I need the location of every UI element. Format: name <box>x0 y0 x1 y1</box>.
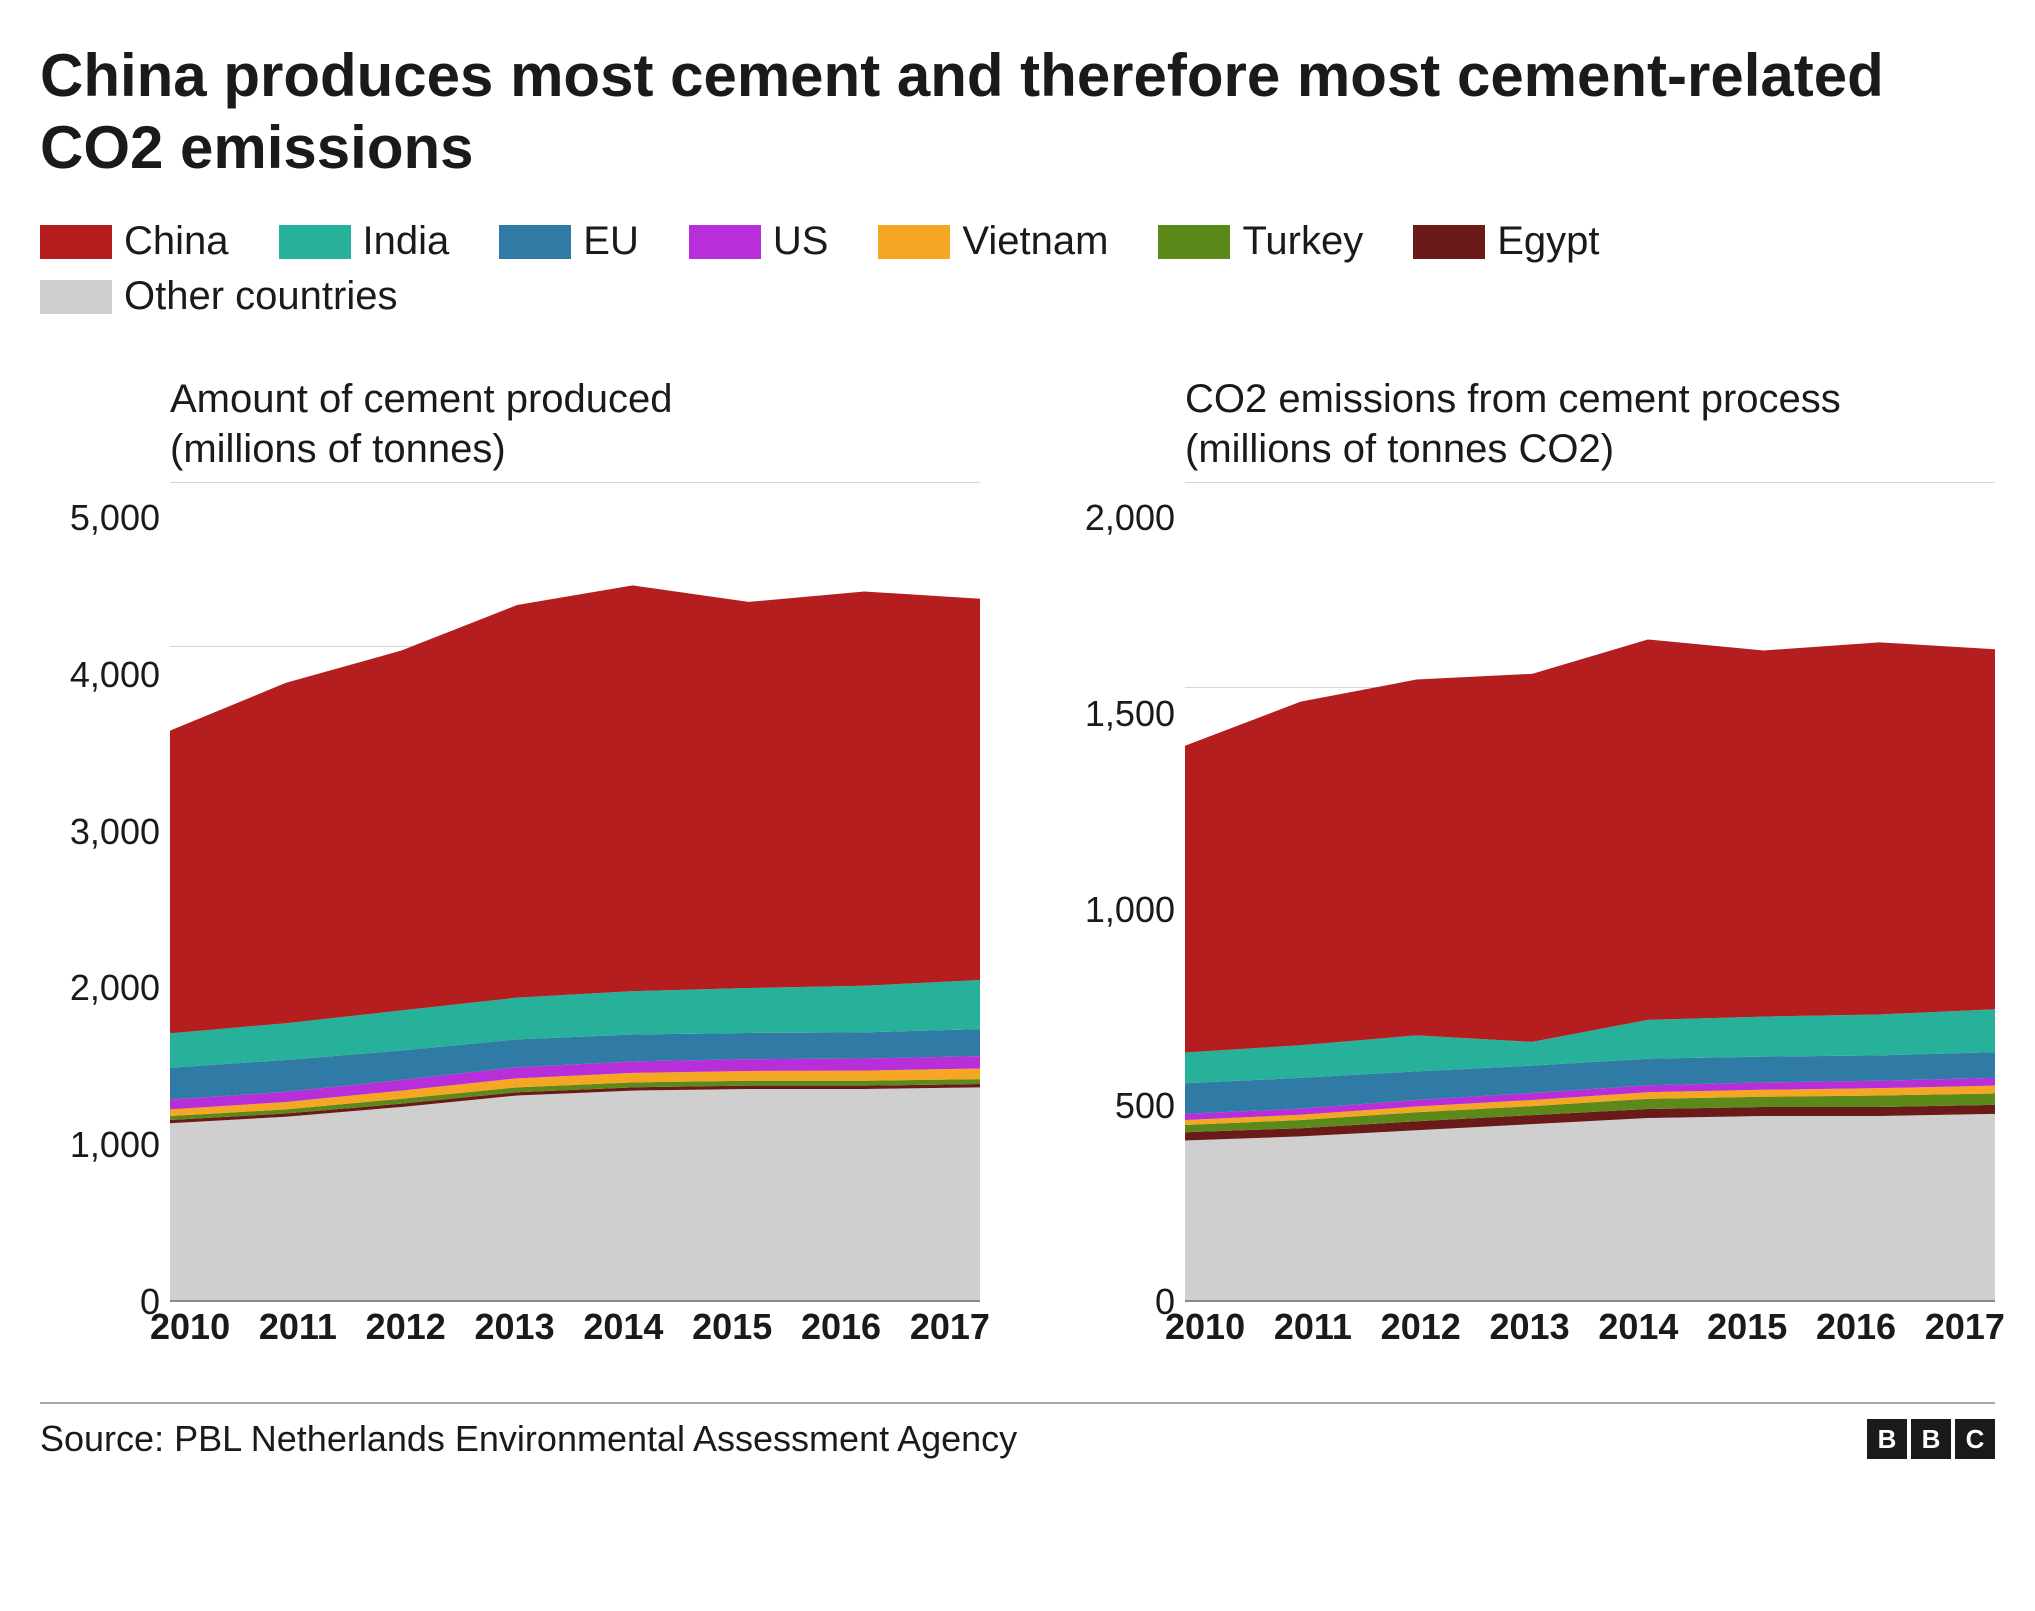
y-tick-label: 1,000 <box>70 1127 160 1163</box>
legend-swatch <box>1413 225 1485 259</box>
x-tick-label: 2017 <box>1925 1302 2005 1352</box>
area-layer <box>1185 639 1995 1052</box>
legend-item: Other countries <box>40 274 397 319</box>
legend-item: China <box>40 219 229 264</box>
x-tick-label: 2010 <box>150 1302 230 1352</box>
legend-swatch <box>40 225 112 259</box>
legend-item: Turkey <box>1158 219 1363 264</box>
source-text: Source: PBL Netherlands Environmental As… <box>40 1418 1017 1460</box>
legend-item: EU <box>499 219 639 264</box>
plot-production <box>170 482 980 1302</box>
y-tick-label: 3,000 <box>70 814 160 850</box>
x-tick-label: 2010 <box>1165 1302 1245 1352</box>
legend-label: India <box>363 219 450 264</box>
area-layer <box>170 585 980 1033</box>
x-tick-label: 2012 <box>1381 1302 1461 1352</box>
subtitle-line1: Amount of cement produced <box>170 377 673 421</box>
y-tick-label: 500 <box>1115 1088 1175 1124</box>
area-svg-production <box>170 482 980 1300</box>
legend-label: Egypt <box>1497 219 1599 264</box>
subtitle-line2: (millions of tonnes CO2) <box>1185 427 1614 471</box>
chart-panel-emissions: CO2 emissions from cement process (milli… <box>1055 374 1995 1352</box>
bbc-box: C <box>1955 1419 1995 1459</box>
legend-label: Vietnam <box>962 219 1108 264</box>
x-tick-label: 2012 <box>366 1302 446 1352</box>
y-axis-emissions: 2,0001,5001,0005000 <box>1055 482 1175 1302</box>
x-tick-label: 2013 <box>475 1302 555 1352</box>
x-tick-label: 2016 <box>1816 1302 1896 1352</box>
subtitle-line2: (millions of tonnes) <box>170 427 506 471</box>
legend-swatch <box>40 280 112 314</box>
legend: China India EU US Vietnam Turkey Egypt Other co… <box>40 219 1995 319</box>
x-axis-emissions: 20102011201220132014201520162017 <box>1185 1302 1995 1352</box>
subtitle-production: Amount of cement produced (millions of t… <box>170 374 980 474</box>
subtitle-emissions: CO2 emissions from cement process (milli… <box>1185 374 1995 474</box>
bbc-box: B <box>1867 1419 1907 1459</box>
y-tick-label: 5,000 <box>70 500 160 536</box>
legend-swatch <box>499 225 571 259</box>
bbc-box: B <box>1911 1419 1951 1459</box>
legend-swatch <box>878 225 950 259</box>
bbc-logo: BBC <box>1867 1419 1995 1459</box>
legend-swatch <box>689 225 761 259</box>
x-tick-label: 2014 <box>1598 1302 1678 1352</box>
chart-area-production: 5,0004,0003,0002,0001,0000 2010201120122… <box>40 482 980 1352</box>
charts-row: Amount of cement produced (millions of t… <box>40 374 1995 1352</box>
x-tick-label: 2016 <box>801 1302 881 1352</box>
x-tick-label: 2011 <box>259 1302 337 1352</box>
legend-item: Egypt <box>1413 219 1599 264</box>
chart-area-emissions: 2,0001,5001,0005000 20102011201220132014… <box>1055 482 1995 1352</box>
x-tick-label: 2013 <box>1490 1302 1570 1352</box>
chart-title: China produces most cement and therefore… <box>40 40 1995 184</box>
legend-label: Other countries <box>124 274 397 319</box>
x-tick-label: 2015 <box>1707 1302 1787 1352</box>
x-tick-label: 2015 <box>692 1302 772 1352</box>
legend-label: EU <box>583 219 639 264</box>
legend-label: Turkey <box>1242 219 1363 264</box>
x-tick-label: 2014 <box>583 1302 663 1352</box>
y-tick-label: 2,000 <box>1085 500 1175 536</box>
legend-swatch <box>279 225 351 259</box>
legend-item: Vietnam <box>878 219 1108 264</box>
legend-label: US <box>773 219 829 264</box>
legend-item: India <box>279 219 450 264</box>
chart-panel-production: Amount of cement produced (millions of t… <box>40 374 980 1352</box>
chart-container: China produces most cement and therefore… <box>40 40 1995 1460</box>
area-layer <box>1185 1114 1995 1300</box>
legend-item: US <box>689 219 829 264</box>
legend-label: China <box>124 219 229 264</box>
x-tick-label: 2011 <box>1274 1302 1352 1352</box>
subtitle-line1: CO2 emissions from cement process <box>1185 377 1841 421</box>
y-axis-production: 5,0004,0003,0002,0001,0000 <box>40 482 160 1302</box>
y-tick-label: 2,000 <box>70 970 160 1006</box>
x-axis-production: 20102011201220132014201520162017 <box>170 1302 980 1352</box>
area-layer <box>170 1087 980 1300</box>
y-tick-label: 1,000 <box>1085 892 1175 928</box>
area-svg-emissions <box>1185 482 1995 1300</box>
plot-emissions <box>1185 482 1995 1302</box>
y-tick-label: 1,500 <box>1085 696 1175 732</box>
x-tick-label: 2017 <box>910 1302 990 1352</box>
footer: Source: PBL Netherlands Environmental As… <box>40 1402 1995 1460</box>
legend-swatch <box>1158 225 1230 259</box>
y-tick-label: 4,000 <box>70 657 160 693</box>
